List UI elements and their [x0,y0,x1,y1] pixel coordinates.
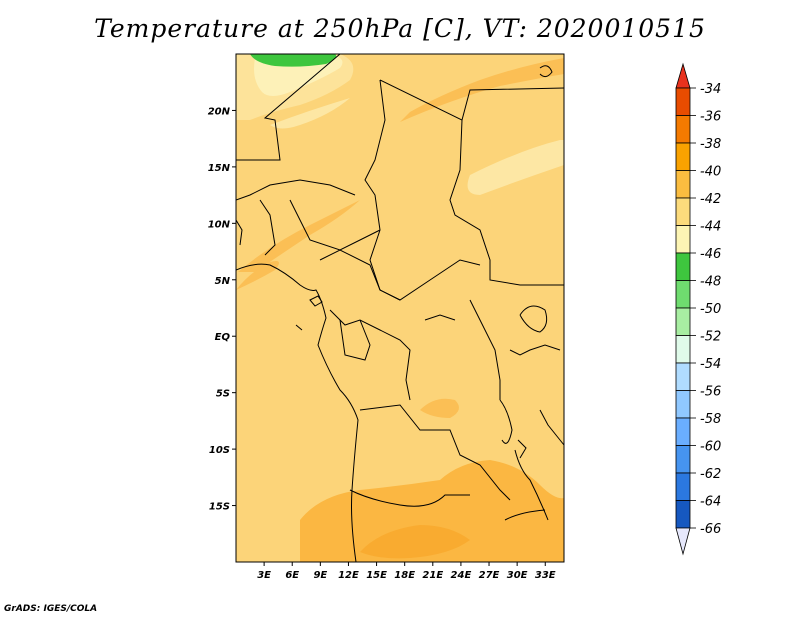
lat-tick-label: 15N [208,163,231,174]
colorbar-bottom-arrow [675,527,691,556]
field-dark-streak-w1 [238,200,360,272]
colorbar-label: -58 [700,412,721,427]
coastlines-borders [236,54,564,562]
colorbar-swatch [675,362,691,391]
map-frame [235,53,565,563]
lat-tick-label: 20N [208,106,231,117]
colorbar-swatch [675,280,691,309]
field-dark-south [300,460,564,562]
field-green-patch [250,54,337,67]
field-light-band-1 [270,98,350,129]
lon-tick-label: 3E [257,570,271,581]
longitude-axis: 3E 6E 9E 12E 15E 18E 21E 24E 27E 30E 33E [257,562,556,581]
colorbar-swatch [675,500,691,529]
colorbar-swatch [675,170,691,199]
colorbar-label: -38 [700,137,721,152]
lon-tick-label: 30E [507,570,528,581]
colorbar-swatch [675,142,691,171]
lat-tick-label: 15S [209,502,230,513]
colorbar-label: -64 [700,495,721,510]
colorbar-label: -66 [700,522,721,537]
colorbar-label: -48 [700,275,721,290]
colorbar-label: -44 [700,220,721,235]
field-dark-streak-w2 [236,261,279,290]
lon-tick-label: 33E [535,570,556,581]
colorbar-label: -34 [700,82,721,97]
field-dark-patch-s [420,398,459,418]
latitude-axis: 20N 15N 10N 5N EQ 5S 10S 15S [208,106,236,513]
lon-tick-label: 18E [394,570,415,581]
colorbar-swatch [675,115,691,144]
colorbar-swatch [675,390,691,419]
colorbar-label: -42 [700,192,721,207]
colorbar-swatch [675,197,691,226]
lon-tick-label: 12E [338,570,359,581]
colorbar-swatch [675,445,691,474]
lon-tick-label: 24E [451,570,472,581]
colorbar-label: -46 [700,247,721,262]
colorbar-swatch [675,307,691,336]
colorbar-top-arrow [675,62,691,89]
colorbar-swatch [675,472,691,501]
colorbar-label: -62 [700,467,721,482]
colorbar-swatch [675,252,691,281]
colorbar-swatch [675,335,691,364]
lon-tick-label: 27E [479,570,500,581]
colorbar-swatch [675,87,691,116]
field-darker-south [360,525,470,559]
field-light-band-2 [467,140,564,195]
colorbar-swatch [675,417,691,446]
colorbar-label: -54 [700,357,721,372]
colorbar-label: -52 [700,330,721,345]
lon-tick-label: 21E [422,570,443,581]
colorbar-label: -60 [700,440,721,455]
colorbar-label: -56 [700,385,721,400]
colorbar-swatch [675,225,691,254]
lat-tick-label: 5N [215,276,231,287]
map-title: Temperature at 250hPa [C], VT: 202001051… [94,14,706,43]
temperature-field [236,54,564,562]
grads-credit: GrADS: IGES/COLA [4,604,98,614]
colorbar-label: -36 [700,110,721,125]
lon-tick-label: 6E [285,570,299,581]
colorbar-label: -50 [700,302,721,317]
lat-tick-label: 5S [216,389,230,400]
lat-tick-label: 10S [209,445,230,456]
colorbar: -34 -36 -38 -40 -42 -44 -46 -48 -50 -52 -54 -56 -58 -… [675,62,721,556]
lon-tick-label: 15E [366,570,387,581]
colorbar-label: -40 [700,165,721,180]
lon-tick-label: 9E [313,570,327,581]
lat-tick-label: 10N [208,219,231,230]
lat-tick-label: EQ [215,332,231,343]
